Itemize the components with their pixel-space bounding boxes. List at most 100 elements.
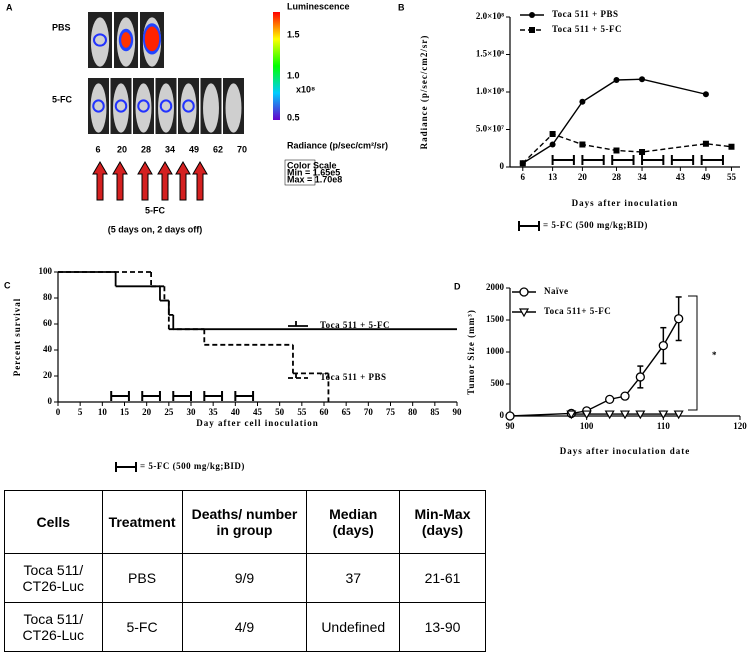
x-tick-label: 75 xyxy=(386,407,396,417)
marker xyxy=(639,76,646,83)
mouse xyxy=(203,83,219,133)
day-label: 28 xyxy=(141,144,151,154)
marker xyxy=(505,411,515,421)
marker xyxy=(549,131,556,137)
panel-label: A xyxy=(6,2,13,12)
marker xyxy=(635,372,645,382)
cell: Undefined xyxy=(306,602,400,652)
x-tick-label: 6 xyxy=(521,172,526,182)
marker xyxy=(639,149,646,155)
y-tick-label: 5.0×10⁷ xyxy=(476,124,504,134)
significance-bracket xyxy=(688,295,698,411)
x-tick-label: 40 xyxy=(231,407,241,417)
y-tick-label: 1.5×10⁸ xyxy=(476,49,504,59)
marker xyxy=(620,391,630,401)
series-line xyxy=(522,78,707,164)
cell: 4/9 xyxy=(181,602,308,652)
key-label: = 5-FC (500 mg/kg;BID) xyxy=(140,461,245,471)
mouse xyxy=(180,83,197,133)
legend-label: Toca 511 + 5-FC xyxy=(320,320,390,330)
cell: 13-90 xyxy=(398,602,487,652)
x-tick-label: 65 xyxy=(342,407,352,417)
cell: 5-FC xyxy=(101,602,183,652)
scale-box-text: Max = 1.70e8 xyxy=(287,174,342,184)
signal xyxy=(114,99,128,113)
x-tick-label: 15 xyxy=(120,407,130,417)
x-tick-label: 5 xyxy=(78,407,83,417)
mouse xyxy=(113,83,129,133)
y-tick-label: 2.0×10⁸ xyxy=(476,11,504,21)
y-tick-label: 0 xyxy=(500,410,505,420)
day-label: 49 xyxy=(189,144,199,154)
x-tick-label: 43 xyxy=(676,172,686,182)
marker xyxy=(529,27,535,33)
y-tick-label: 20 xyxy=(43,370,53,380)
cell: 37 xyxy=(306,553,400,603)
day-label: 62 xyxy=(213,144,223,154)
arrow xyxy=(157,161,173,201)
y-tick-label: 0 xyxy=(500,161,505,171)
cell: PBS xyxy=(101,553,183,603)
signal xyxy=(137,99,150,113)
row-label: 5-FC xyxy=(52,94,73,104)
x-tick-label: 0 xyxy=(56,407,61,417)
y-tick-label: 80 xyxy=(43,292,53,302)
arrow xyxy=(92,161,108,201)
y-axis-label: Radiance (p/sec/cm2/sr) xyxy=(419,35,429,150)
x-tick-label: 25 xyxy=(164,407,174,417)
mouse xyxy=(135,83,152,133)
x-tick-label: 55 xyxy=(727,172,737,182)
marker xyxy=(673,410,684,420)
marker xyxy=(519,160,526,167)
x-tick-label: 45 xyxy=(253,407,263,417)
signal xyxy=(159,99,173,113)
x-tick-label: 34 xyxy=(638,172,648,182)
arrow xyxy=(175,161,191,201)
row-label: PBS xyxy=(52,22,71,32)
y-tick-label: 0 xyxy=(48,396,53,406)
signal xyxy=(182,99,195,113)
marker xyxy=(518,308,530,318)
cell: Toca 511/ CT26-Luc xyxy=(4,553,103,603)
y-tick-label: 500 xyxy=(491,378,505,388)
marker xyxy=(635,410,646,420)
legend-label: Naïve xyxy=(544,286,569,296)
signal xyxy=(92,99,105,113)
marker xyxy=(579,98,586,105)
x-tick-label: 110 xyxy=(657,421,671,431)
x-tick-label: 80 xyxy=(408,407,418,417)
marker xyxy=(579,141,586,148)
scale-tick: 1.5 xyxy=(287,29,300,39)
marker xyxy=(604,410,615,420)
x-tick-label: 55 xyxy=(297,407,307,417)
y-tick-label: 40 xyxy=(43,344,53,354)
x-tick-label: 49 xyxy=(701,172,711,182)
marker xyxy=(605,394,615,405)
panel-label: D xyxy=(454,281,461,291)
day-label: 6 xyxy=(95,144,100,154)
header-cell: Treatment xyxy=(101,490,183,554)
x-tick-label: 30 xyxy=(187,407,197,417)
marker xyxy=(529,12,535,18)
scale-unit: Radiance (p/sec/cm²/sr) xyxy=(287,140,388,150)
marker xyxy=(728,143,735,150)
x-tick-label: 120 xyxy=(733,421,747,431)
marker xyxy=(702,91,709,98)
row: Toca 511/ CT26-Luc PBS 9/9 37 21-61 xyxy=(4,553,487,603)
marker xyxy=(658,410,669,420)
results-table: Cells Treatment Deaths/ number in group … xyxy=(4,490,487,652)
mouse xyxy=(90,17,110,67)
x-tick-label: 60 xyxy=(320,407,330,417)
marker xyxy=(658,340,668,351)
x-tick-label: 90 xyxy=(453,407,463,417)
figure: A PBS 5-FC 6 20 28 34 49 62 70 5-FC (5 days on, 2 d… xyxy=(4,1,747,472)
treatment-label: 5-FC xyxy=(145,205,166,215)
scale-tick: 1.0 xyxy=(287,70,300,80)
marker xyxy=(619,410,631,420)
marker xyxy=(674,314,684,324)
legend-label: Toca 511 + PBS xyxy=(320,372,387,382)
key-label: = 5-FC (500 mg/kg;BID) xyxy=(543,220,648,230)
x-tick-label: 90 xyxy=(506,421,516,431)
legend-label: Toca 511 + PBS xyxy=(552,9,619,19)
